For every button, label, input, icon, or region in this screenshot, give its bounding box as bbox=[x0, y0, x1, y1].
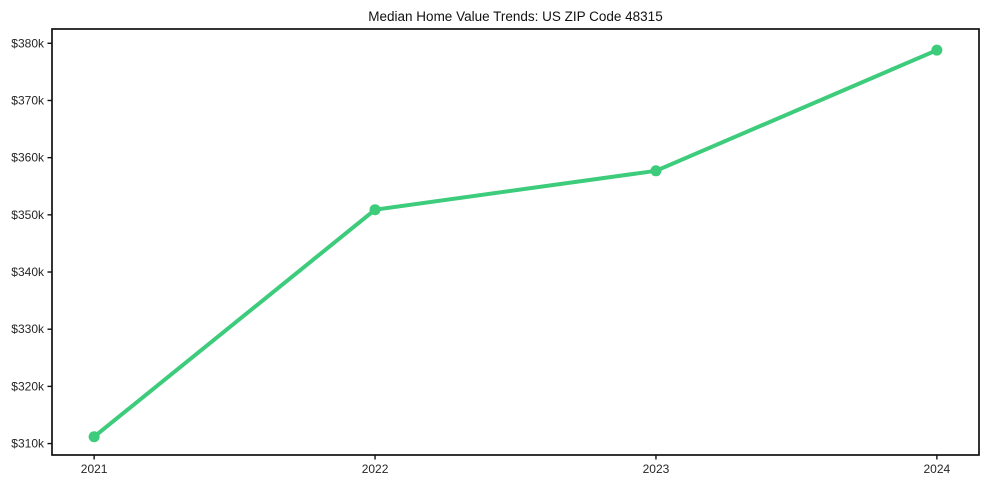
y-tick-label: $350k bbox=[11, 208, 45, 222]
x-tick-label: 2024 bbox=[924, 462, 951, 476]
y-tick-label: $370k bbox=[11, 93, 45, 107]
x-tick-label: 2023 bbox=[643, 462, 670, 476]
data-point-2021 bbox=[88, 431, 100, 443]
series-layer bbox=[88, 44, 943, 443]
data-point-2024 bbox=[931, 44, 943, 56]
y-tick-label: $340k bbox=[11, 265, 45, 279]
y-tick-label: $310k bbox=[11, 437, 45, 451]
y-axis: $310k $320k $330k $340k $350k $360k $370k $380k bbox=[11, 36, 52, 451]
y-tick-label: $380k bbox=[11, 36, 45, 50]
y-tick-label: $330k bbox=[11, 322, 45, 336]
x-tick-label: 2021 bbox=[81, 462, 108, 476]
trend-line bbox=[92, 48, 939, 439]
chart-title: Median Home Value Trends: US ZIP Code 48… bbox=[368, 9, 662, 24]
x-tick-label: 2022 bbox=[362, 462, 389, 476]
plot-border bbox=[51, 28, 980, 456]
data-point-2022 bbox=[369, 204, 381, 216]
data-point-2023 bbox=[650, 165, 662, 177]
y-tick-label: $320k bbox=[11, 379, 45, 393]
plot-box bbox=[51, 28, 980, 456]
x-axis: 2021 2022 2023 2024 bbox=[81, 455, 951, 476]
y-tick-label: $360k bbox=[11, 151, 45, 165]
